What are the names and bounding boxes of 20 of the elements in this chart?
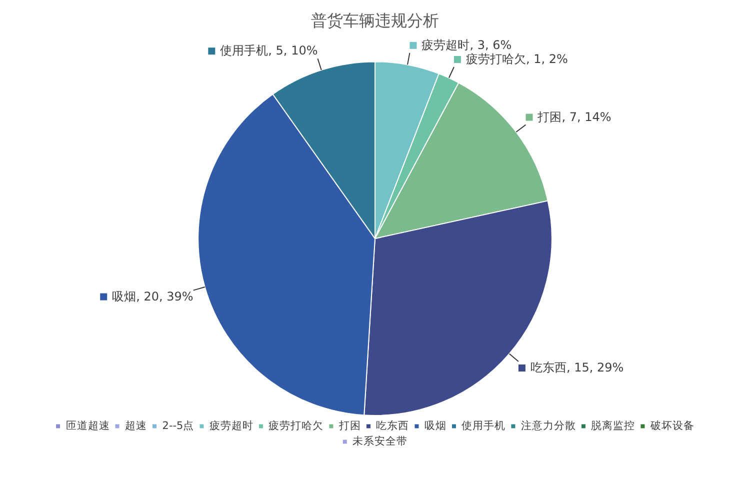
- chart-title: 普货车辆违规分析: [311, 10, 439, 30]
- legend-label: 未系安全带: [352, 434, 408, 448]
- legend-label: 破坏设备: [649, 418, 694, 432]
- data-label: 打困, 7, 14%: [536, 110, 612, 124]
- legend-label: 疲劳超时: [209, 418, 254, 432]
- legend-label: 使用手机: [462, 418, 506, 432]
- legend-label: 吸烟: [424, 420, 446, 432]
- data-label: 疲劳超时, 3, 6%: [422, 38, 512, 52]
- legend-label: 注意力分散: [520, 418, 576, 432]
- data-label: 疲劳打哈欠, 1, 2%: [466, 52, 568, 66]
- legend-label: 疲劳打哈欠: [268, 418, 324, 432]
- legend-label: 匝道超速: [66, 418, 110, 432]
- data-label: 吸烟, 20, 39%: [112, 289, 194, 304]
- legend-label: 2--5点: [162, 418, 194, 432]
- legend-label: 吃东西: [376, 418, 410, 432]
- legend-label: 超速: [125, 418, 148, 432]
- legend-label: 打困: [338, 420, 361, 432]
- data-label: 吃东西, 15, 29%: [530, 360, 624, 375]
- legend-label: 脱离监控: [591, 418, 636, 432]
- data-label: 使用手机, 5, 10%: [220, 44, 318, 58]
